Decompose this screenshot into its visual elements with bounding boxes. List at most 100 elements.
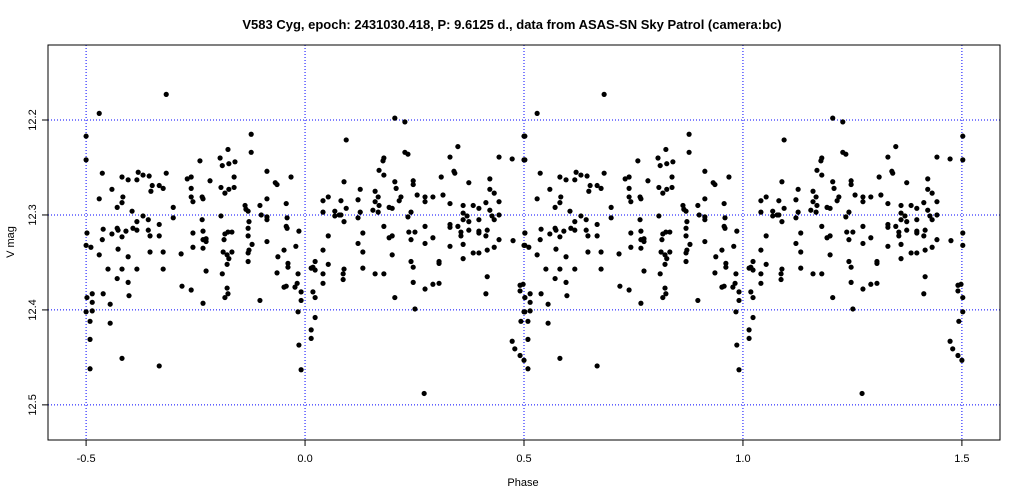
data-point xyxy=(332,213,338,219)
data-point xyxy=(960,294,966,301)
data-point xyxy=(563,177,569,183)
data-point xyxy=(736,289,742,295)
data-point xyxy=(545,320,551,326)
data-point xyxy=(860,240,866,247)
data-point xyxy=(914,205,920,211)
data-point xyxy=(125,177,131,183)
data-point xyxy=(730,284,736,290)
data-point xyxy=(543,266,549,272)
data-point xyxy=(96,110,102,116)
data-point xyxy=(410,279,416,285)
data-point xyxy=(921,291,927,297)
data-point xyxy=(83,157,89,163)
data-point xyxy=(921,200,927,206)
data-point xyxy=(922,227,928,233)
data-point xyxy=(283,200,289,207)
data-point xyxy=(585,233,591,239)
data-point xyxy=(746,335,752,342)
data-point xyxy=(466,219,472,225)
data-point xyxy=(922,274,928,280)
data-point xyxy=(357,209,363,215)
data-point xyxy=(343,205,349,211)
data-point xyxy=(868,194,874,200)
data-point xyxy=(295,271,301,277)
data-point xyxy=(712,181,718,188)
data-point xyxy=(736,367,742,373)
data-point xyxy=(626,194,632,200)
data-point xyxy=(325,261,331,267)
data-point xyxy=(476,217,482,223)
data-point xyxy=(733,309,739,315)
data-point xyxy=(750,314,756,321)
data-point xyxy=(848,181,854,188)
data-point xyxy=(798,265,804,271)
data-point xyxy=(341,219,347,225)
data-point xyxy=(200,300,206,306)
data-point xyxy=(719,247,725,253)
data-point xyxy=(778,271,784,277)
data-point xyxy=(389,205,395,211)
data-point xyxy=(320,209,326,215)
data-point xyxy=(925,176,931,182)
data-point xyxy=(793,215,799,221)
data-point xyxy=(819,271,825,277)
data-point xyxy=(527,308,533,314)
data-point xyxy=(298,367,304,373)
data-point xyxy=(405,151,411,157)
data-point xyxy=(412,229,418,235)
data-point xyxy=(149,182,155,189)
data-point xyxy=(830,179,836,185)
data-point xyxy=(129,208,135,214)
data-point xyxy=(584,173,590,179)
data-point xyxy=(683,225,689,231)
data-point xyxy=(736,297,742,304)
data-point xyxy=(860,194,866,200)
data-point xyxy=(904,180,910,186)
data-point xyxy=(509,156,515,162)
data-point xyxy=(170,204,176,210)
data-point xyxy=(896,229,902,235)
data-point xyxy=(904,227,910,233)
data-point xyxy=(107,320,113,326)
data-point xyxy=(408,237,414,243)
data-point xyxy=(702,168,708,174)
data-point xyxy=(758,271,764,277)
data-point xyxy=(84,230,90,236)
data-point xyxy=(663,229,669,235)
data-point xyxy=(827,205,833,211)
data-point xyxy=(553,246,559,252)
data-point xyxy=(484,247,490,253)
data-point xyxy=(491,217,497,223)
data-point xyxy=(683,233,689,239)
data-point xyxy=(340,276,346,283)
data-point xyxy=(898,202,904,209)
data-point xyxy=(119,234,125,240)
data-point xyxy=(827,252,833,258)
data-point xyxy=(664,186,670,192)
data-point xyxy=(904,219,910,225)
data-point xyxy=(476,205,482,211)
data-point xyxy=(355,240,361,247)
data-point xyxy=(310,289,316,295)
data-point xyxy=(859,390,865,397)
data-point xyxy=(274,270,280,276)
data-point xyxy=(779,219,785,225)
data-point xyxy=(638,228,644,234)
data-point xyxy=(947,338,953,344)
data-point xyxy=(960,230,966,236)
data-point xyxy=(89,291,95,297)
data-point xyxy=(312,294,318,301)
data-point xyxy=(898,210,904,216)
data-point xyxy=(114,204,120,210)
data-point xyxy=(830,115,836,121)
data-point xyxy=(245,258,251,265)
data-point xyxy=(617,283,623,289)
data-point xyxy=(225,229,231,235)
data-point xyxy=(496,199,502,205)
data-point xyxy=(885,154,891,160)
data-point xyxy=(572,177,578,183)
data-point xyxy=(843,151,849,157)
data-point xyxy=(695,297,701,304)
data-point xyxy=(667,229,673,235)
data-point xyxy=(134,227,140,233)
